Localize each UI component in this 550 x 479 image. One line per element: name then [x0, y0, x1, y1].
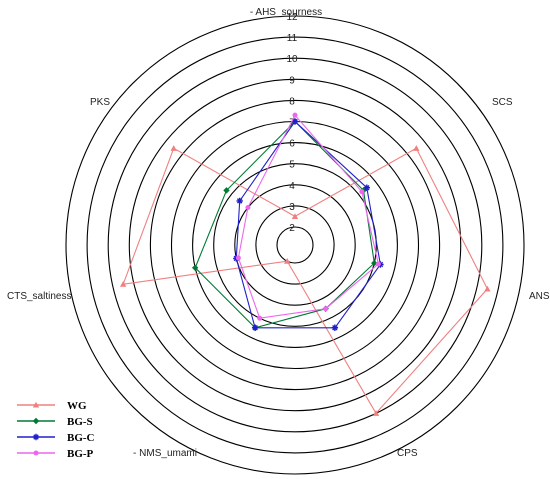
ring-tick-labels: 2 3 4 5 6 7 8 9 10 11 12: [286, 12, 298, 234]
series-bg-s: [191, 118, 378, 331]
axis-label: CPS: [397, 448, 418, 459]
legend-wg-point: [32, 401, 40, 408]
series-bg-p-point: [257, 315, 263, 321]
ring-6: [192, 142, 398, 348]
series-bg-c-point: [331, 324, 339, 331]
series-wg-point: [291, 213, 299, 220]
ring-tick-label: 3: [289, 202, 295, 213]
ring-tick-label: 4: [289, 181, 295, 192]
axis-label: SCS: [492, 97, 513, 108]
series-bg-c-point: [363, 184, 371, 191]
series-bg-p-point: [245, 204, 251, 210]
axis-label: PKS: [90, 97, 110, 108]
ring-9: [128, 78, 462, 412]
axis-label: - AHS_sourness: [250, 7, 322, 18]
legend-bg-p-point: [33, 450, 39, 456]
series-bg-s-line: [194, 120, 375, 329]
series-bg-s-point: [223, 187, 230, 194]
ring-12: [65, 15, 525, 475]
ring-3: [255, 205, 335, 285]
series-wg-point: [283, 258, 291, 264]
ring-tick-label: 12: [286, 12, 298, 23]
ring-7: [170, 120, 420, 370]
series-bg-s-point: [371, 259, 378, 267]
series-wg-point: [119, 281, 127, 287]
series-bg-s-point: [191, 264, 199, 271]
ring-4: [234, 184, 356, 306]
legend-bg-s-point: [32, 417, 40, 425]
axis-label: ANS: [529, 291, 550, 302]
axis-label: - NMS_umami: [133, 448, 197, 459]
series-bg-c-line: [235, 120, 381, 329]
series-wg-point: [372, 410, 380, 416]
ring-11: [86, 36, 504, 454]
series-bg-p-point: [292, 112, 298, 118]
series-bg-c-point: [251, 324, 259, 331]
series-layer: [119, 112, 491, 416]
series-wg-line: [122, 147, 489, 415]
ring-8: [149, 99, 441, 391]
series-wg: [119, 145, 491, 416]
ring-5: [213, 163, 377, 327]
radar-rings: [65, 15, 525, 475]
series-bg-c-point: [236, 197, 243, 205]
series-bg-p-point: [235, 255, 241, 261]
series-bg-p: [235, 112, 381, 321]
ring-tick-label: 11: [287, 33, 298, 44]
legend-label-bg-c: BG-C: [67, 432, 95, 444]
axis-labels: - AHS_sourness SCS ANS CPS - NMS_umami CTS_sa…: [7, 7, 550, 459]
series-bg-p-line: [237, 114, 380, 319]
ring-tick-label: 6: [289, 139, 295, 150]
legend-label-bg-s: BG-S: [67, 416, 93, 428]
ring-tick-label: 9: [289, 75, 295, 86]
legend: WG BG-S BG-C BG-P: [17, 400, 95, 460]
series-bg-c-point: [291, 118, 299, 125]
series-bg-p-point: [323, 306, 329, 312]
ring-tick-label: 2: [289, 223, 295, 234]
series-wg-point: [413, 145, 420, 151]
ring-tick-label: 7: [289, 118, 295, 129]
ring-tick-label: 5: [289, 160, 295, 171]
legend-bg-c-point: [32, 433, 40, 441]
ring-tick-label: 10: [286, 54, 298, 65]
series-wg-point: [484, 285, 491, 292]
axis-label: CTS_saltiness: [7, 291, 71, 302]
ring-tick-label: 8: [289, 96, 295, 107]
ring-2: [276, 226, 314, 264]
legend-label-bg-p: BG-P: [67, 448, 94, 460]
ring-10: [107, 57, 483, 433]
series-bg-p-point: [359, 189, 365, 195]
series-wg-point: [170, 145, 177, 151]
series-bg-p-point: [375, 261, 381, 267]
legend-label-wg: WG: [67, 400, 87, 412]
